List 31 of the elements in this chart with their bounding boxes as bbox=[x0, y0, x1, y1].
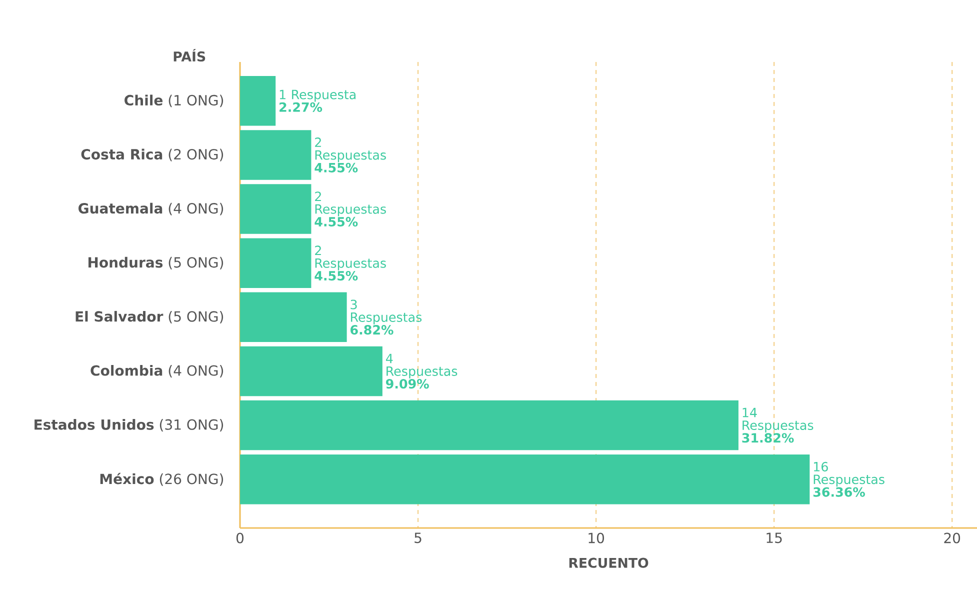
data-label: 2 Respuestas 4.55% bbox=[314, 138, 386, 172]
data-label: 16 Respuestas 36.36% bbox=[813, 462, 884, 497]
y-tick-label: El Salvador (5 ONG) bbox=[76, 310, 224, 324]
data-label: 2 Respuestas 4.55% bbox=[314, 192, 386, 227]
x-axis-title: RECUENTO bbox=[569, 558, 648, 568]
bar bbox=[240, 346, 382, 396]
data-label: 2 Respuestas 4.55% bbox=[314, 246, 386, 281]
data-label: 4 Respuestas 9.09% bbox=[386, 354, 458, 389]
data-label: 1 Respuesta 2.27% bbox=[280, 90, 356, 112]
y-tick-label: Colombia (4 ONG) bbox=[90, 365, 224, 378]
y-tick-label: México (26 ONG) bbox=[100, 472, 224, 486]
data-label: 3 Respuestas 6.82% bbox=[350, 300, 422, 335]
x-tick-label: 10 bbox=[588, 532, 604, 544]
bar bbox=[240, 76, 276, 126]
y-tick-label: Honduras (5 ONG) bbox=[88, 256, 224, 270]
data-label: 14 Respuestas 31.82% bbox=[742, 408, 814, 443]
x-tick-label: 15 bbox=[766, 532, 782, 544]
x-tick-label: 5 bbox=[414, 532, 422, 544]
x-tick-label: 0 bbox=[236, 532, 244, 544]
y-tick-label: Guatemala (4 ONG) bbox=[78, 202, 224, 216]
bar bbox=[240, 400, 738, 450]
y-tick-label: Chile (1 ONG) bbox=[124, 94, 224, 108]
bar bbox=[240, 130, 312, 180]
bar bbox=[240, 184, 312, 234]
x-tick-label: 20 bbox=[944, 532, 960, 544]
bar bbox=[240, 238, 312, 288]
bar bbox=[240, 292, 347, 342]
y-tick-label: Estados Unidos (31 ONG) bbox=[34, 419, 224, 432]
bar bbox=[240, 454, 810, 504]
y-tick-label: Costa Rica (2 ONG) bbox=[81, 148, 224, 162]
y-axis-title: PAÍS bbox=[174, 48, 206, 62]
